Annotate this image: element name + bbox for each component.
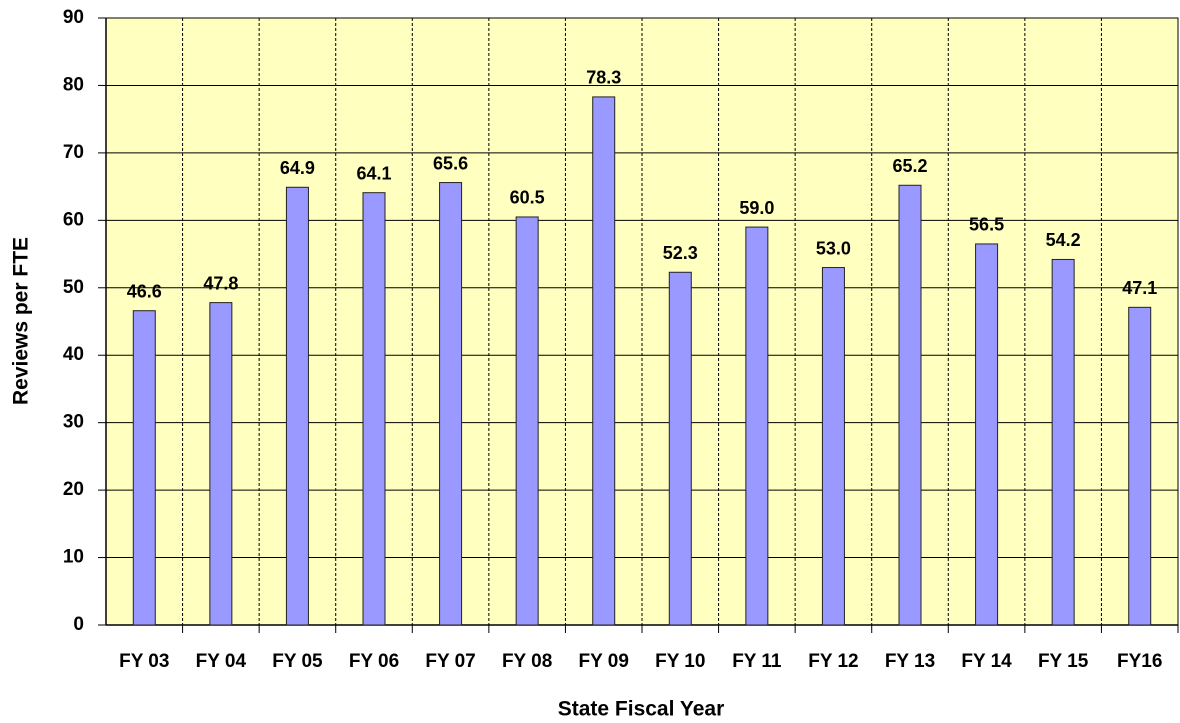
bar (821, 267, 845, 626)
y-tick-label: 60 (63, 209, 84, 230)
x-tick-label: FY 06 (349, 651, 399, 672)
y-tick-label: 10 (63, 547, 84, 568)
bar (668, 271, 692, 626)
value-label: 59.0 (739, 198, 774, 218)
x-tick-label: FY 03 (119, 651, 169, 672)
x-tick-label: FY 13 (885, 651, 935, 672)
bar (1051, 258, 1075, 626)
bar (1128, 306, 1152, 626)
x-tick-label: FY16 (1117, 651, 1162, 672)
y-tick-label: 20 (63, 479, 84, 500)
bar (439, 182, 463, 626)
x-tick-label: FY 04 (196, 651, 247, 672)
value-label: 65.2 (892, 156, 927, 176)
bar (132, 310, 156, 626)
bar (285, 186, 309, 626)
bar (898, 184, 922, 626)
x-tick-label: FY 15 (1038, 651, 1089, 672)
y-tick-label: 30 (63, 412, 84, 433)
y-tick-label: 0 (73, 614, 84, 635)
value-label: 56.5 (969, 215, 1004, 235)
bar (362, 192, 386, 626)
value-label: 64.9 (280, 158, 315, 178)
x-tick-label: FY 10 (655, 651, 705, 672)
x-tick-label: FY 09 (579, 651, 629, 672)
value-label: 54.2 (1046, 230, 1081, 250)
y-tick-label: 50 (63, 277, 84, 298)
bar (209, 302, 233, 626)
value-label: 60.5 (510, 188, 545, 208)
y-tick-label: 90 (63, 7, 84, 28)
x-tick-label: FY 08 (502, 651, 552, 672)
bar (515, 216, 539, 626)
x-tick-label: FY 07 (425, 651, 475, 672)
value-label: 47.8 (203, 273, 238, 293)
y-tick-label: 80 (63, 74, 84, 95)
x-tick-label: FY 12 (808, 651, 858, 672)
bar (745, 226, 769, 626)
value-label: 46.6 (127, 281, 162, 301)
value-label: 65.6 (433, 153, 468, 173)
y-tick-label: 40 (63, 344, 84, 365)
bar (592, 96, 616, 626)
y-axis-title: Reviews per FTE (10, 237, 33, 405)
value-label: 52.3 (663, 243, 698, 263)
value-label: 47.1 (1122, 278, 1157, 298)
x-tick-label: FY 14 (961, 651, 1012, 672)
x-axis-title: State Fiscal Year (558, 698, 725, 721)
y-tick-label: 70 (63, 142, 84, 163)
x-tick-label: FY 11 (732, 651, 782, 672)
value-label: 78.3 (586, 68, 621, 88)
value-label: 53.0 (816, 238, 851, 258)
value-label: 64.1 (356, 163, 391, 183)
bar (975, 243, 999, 626)
x-tick-label: FY 05 (272, 651, 323, 672)
